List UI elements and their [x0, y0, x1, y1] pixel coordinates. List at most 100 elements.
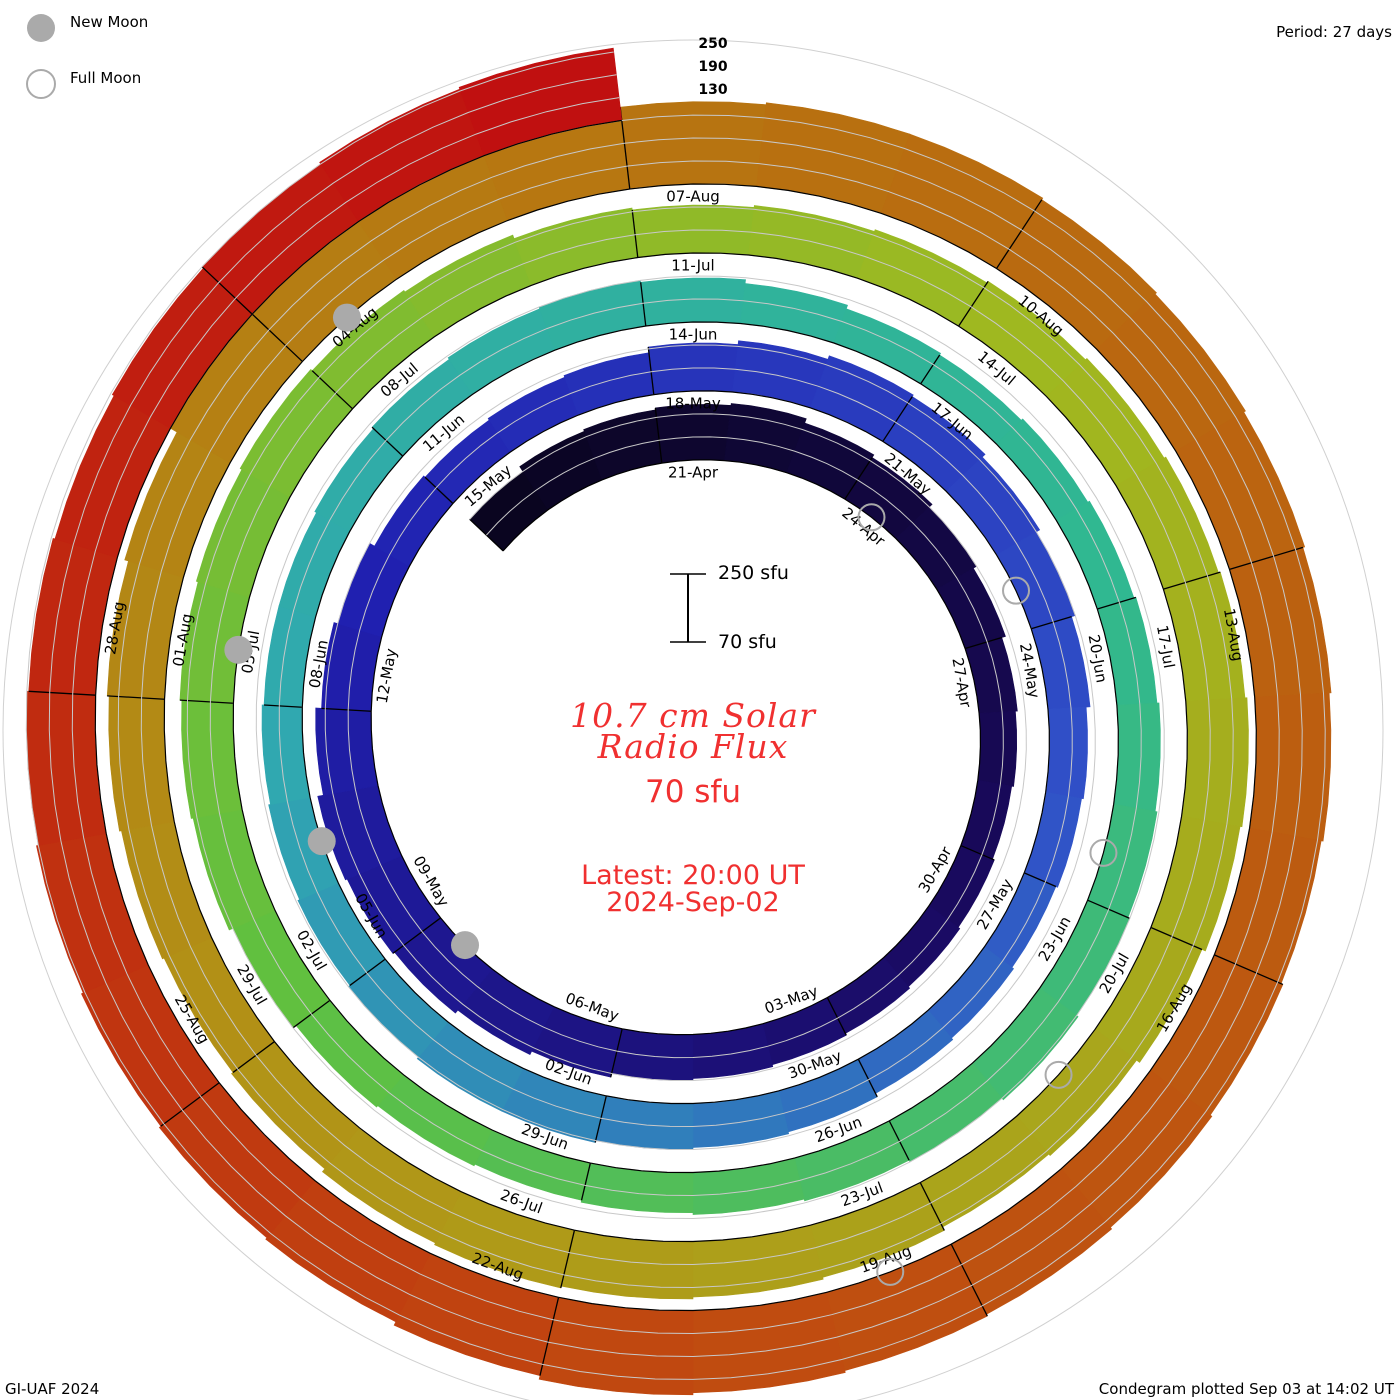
day-divider — [179, 699, 234, 704]
latest-time: Latest: 20:00 UT — [581, 860, 805, 891]
full-moon-marker — [1044, 1060, 1073, 1089]
day-divider — [232, 1041, 275, 1073]
full-moon-icon — [26, 69, 56, 99]
new-moon-marker — [307, 827, 336, 856]
day-divider — [857, 1058, 878, 1098]
day-divider — [349, 958, 386, 986]
legend-new-moon-label: New Moon — [70, 13, 149, 31]
day-divider — [960, 844, 995, 861]
title-line-2: Radio Flux — [597, 727, 789, 766]
flux-bar — [1087, 803, 1158, 919]
day-divider — [160, 1082, 220, 1127]
day-divider — [1031, 616, 1072, 630]
footer-plotted: Condegram plotted Sep 03 at 14:02 UT — [1098, 1380, 1394, 1398]
full-moon-marker — [876, 1257, 905, 1286]
flux-bar — [960, 779, 1013, 860]
day-divider — [424, 476, 454, 504]
day-divider — [594, 1095, 607, 1143]
period-label: Period: 27 days — [1276, 23, 1392, 41]
full-moon-marker — [1089, 838, 1118, 867]
latest-timestamp: Latest: 20:00 UT 2024-Sep-02 — [493, 862, 893, 916]
flux-bar — [25, 690, 107, 846]
baseline-spiral — [94, 119, 1257, 1312]
flux-bar — [611, 1028, 694, 1081]
flux-bar — [563, 352, 655, 416]
day-divider — [844, 457, 873, 500]
flux-bar — [278, 512, 350, 618]
flux-bar — [1055, 500, 1135, 610]
new-moon-marker — [224, 635, 253, 664]
day-divider — [107, 695, 165, 700]
flux-bar — [732, 340, 829, 409]
day-divider — [610, 1028, 623, 1078]
day-divider — [958, 280, 989, 327]
grid-level-label: 190 — [698, 59, 727, 75]
date-label: 14-Jun — [669, 326, 718, 344]
day-divider — [888, 1120, 910, 1161]
day-divider — [264, 704, 303, 708]
date-label: 18-May — [665, 395, 721, 413]
day-divider — [1097, 596, 1137, 610]
flux-bar — [1249, 692, 1332, 842]
day-divider — [28, 690, 96, 696]
flux-bar — [1045, 706, 1088, 800]
legend-icons — [26, 14, 56, 99]
flux-bar — [447, 308, 556, 395]
flux-bar — [692, 1292, 846, 1394]
grid-spiral-130 — [71, 97, 1280, 1335]
day-divider — [247, 309, 303, 362]
day-divider — [1023, 872, 1057, 888]
date-label: 07-Aug — [666, 188, 719, 206]
day-divider — [539, 1297, 560, 1376]
day-divider — [392, 917, 441, 954]
day-divider — [1163, 571, 1221, 590]
flux-bar — [857, 1009, 954, 1094]
date-label: 21-Apr — [668, 464, 719, 482]
date-label: 11-Jul — [671, 257, 714, 275]
day-divider — [1229, 546, 1304, 570]
day-divider — [560, 1230, 576, 1289]
guide-circle — [2, 39, 1384, 1400]
day-divider — [882, 396, 913, 442]
title-line-1: 10.7 cm Solar — [570, 696, 816, 735]
flux-bar — [538, 280, 647, 351]
new-moon-icon — [27, 14, 55, 42]
flux-bar — [263, 605, 316, 708]
day-divider — [371, 426, 404, 457]
flux-bar — [692, 1023, 774, 1079]
day-divider — [201, 266, 253, 315]
day-divider — [920, 354, 941, 385]
day-divider — [580, 1162, 591, 1201]
flux-bar — [1113, 702, 1161, 812]
flux-bar — [692, 1157, 805, 1215]
flux-bar — [1229, 547, 1332, 698]
day-divider — [826, 997, 847, 1036]
day-divider — [950, 1243, 988, 1317]
flux-bar — [927, 946, 1015, 1039]
scale-top-label: 250 sfu — [718, 562, 789, 584]
flux-bar — [740, 283, 848, 344]
full-moon-marker — [857, 503, 886, 532]
day-divider — [640, 282, 647, 327]
new-moon-marker — [451, 931, 480, 960]
day-divider — [321, 707, 372, 712]
grid-spiral-190 — [48, 74, 1303, 1358]
chart-title: 10.7 cm Solar Radio Flux — [493, 696, 893, 766]
baseline-label: 70 sfu — [644, 774, 741, 810]
day-divider — [1214, 954, 1284, 986]
grid-level-label: 130 — [698, 82, 727, 98]
day-divider — [631, 209, 639, 258]
new-moon-marker — [332, 303, 361, 332]
latest-date: 2024-Sep-02 — [606, 887, 780, 918]
legend-full-moon-label: Full Moon — [70, 69, 142, 87]
day-divider — [647, 346, 655, 395]
day-divider — [964, 636, 1002, 650]
full-moon-marker — [1002, 576, 1031, 605]
scale-bottom-label: 70 sfu — [718, 631, 777, 653]
footer-credit: GI-UAF 2024 — [5, 1380, 100, 1398]
flux-bar — [538, 1296, 694, 1396]
flux-bar — [977, 710, 1018, 787]
grid-level-label: 250 — [698, 36, 727, 52]
flux-bar — [655, 404, 732, 464]
